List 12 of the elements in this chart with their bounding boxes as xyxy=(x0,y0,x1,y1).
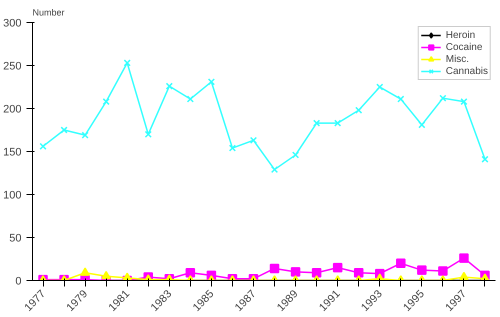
y-tick-label: 150 xyxy=(3,146,22,158)
y-tick-label: 50 xyxy=(9,232,22,244)
legend-label: Misc. xyxy=(446,53,470,65)
legend-label: Cannabis xyxy=(446,65,488,77)
y-tick-label: 250 xyxy=(3,60,22,72)
y-tick-label: 200 xyxy=(3,104,22,116)
y-tick-label: 0 xyxy=(15,276,22,288)
legend-label: Heroin xyxy=(446,29,476,41)
y-tick-label: 300 xyxy=(3,18,22,30)
y-axis-title: Number xyxy=(32,8,65,18)
legend-label: Cocaine xyxy=(446,41,482,53)
y-tick-label: 100 xyxy=(3,190,22,202)
